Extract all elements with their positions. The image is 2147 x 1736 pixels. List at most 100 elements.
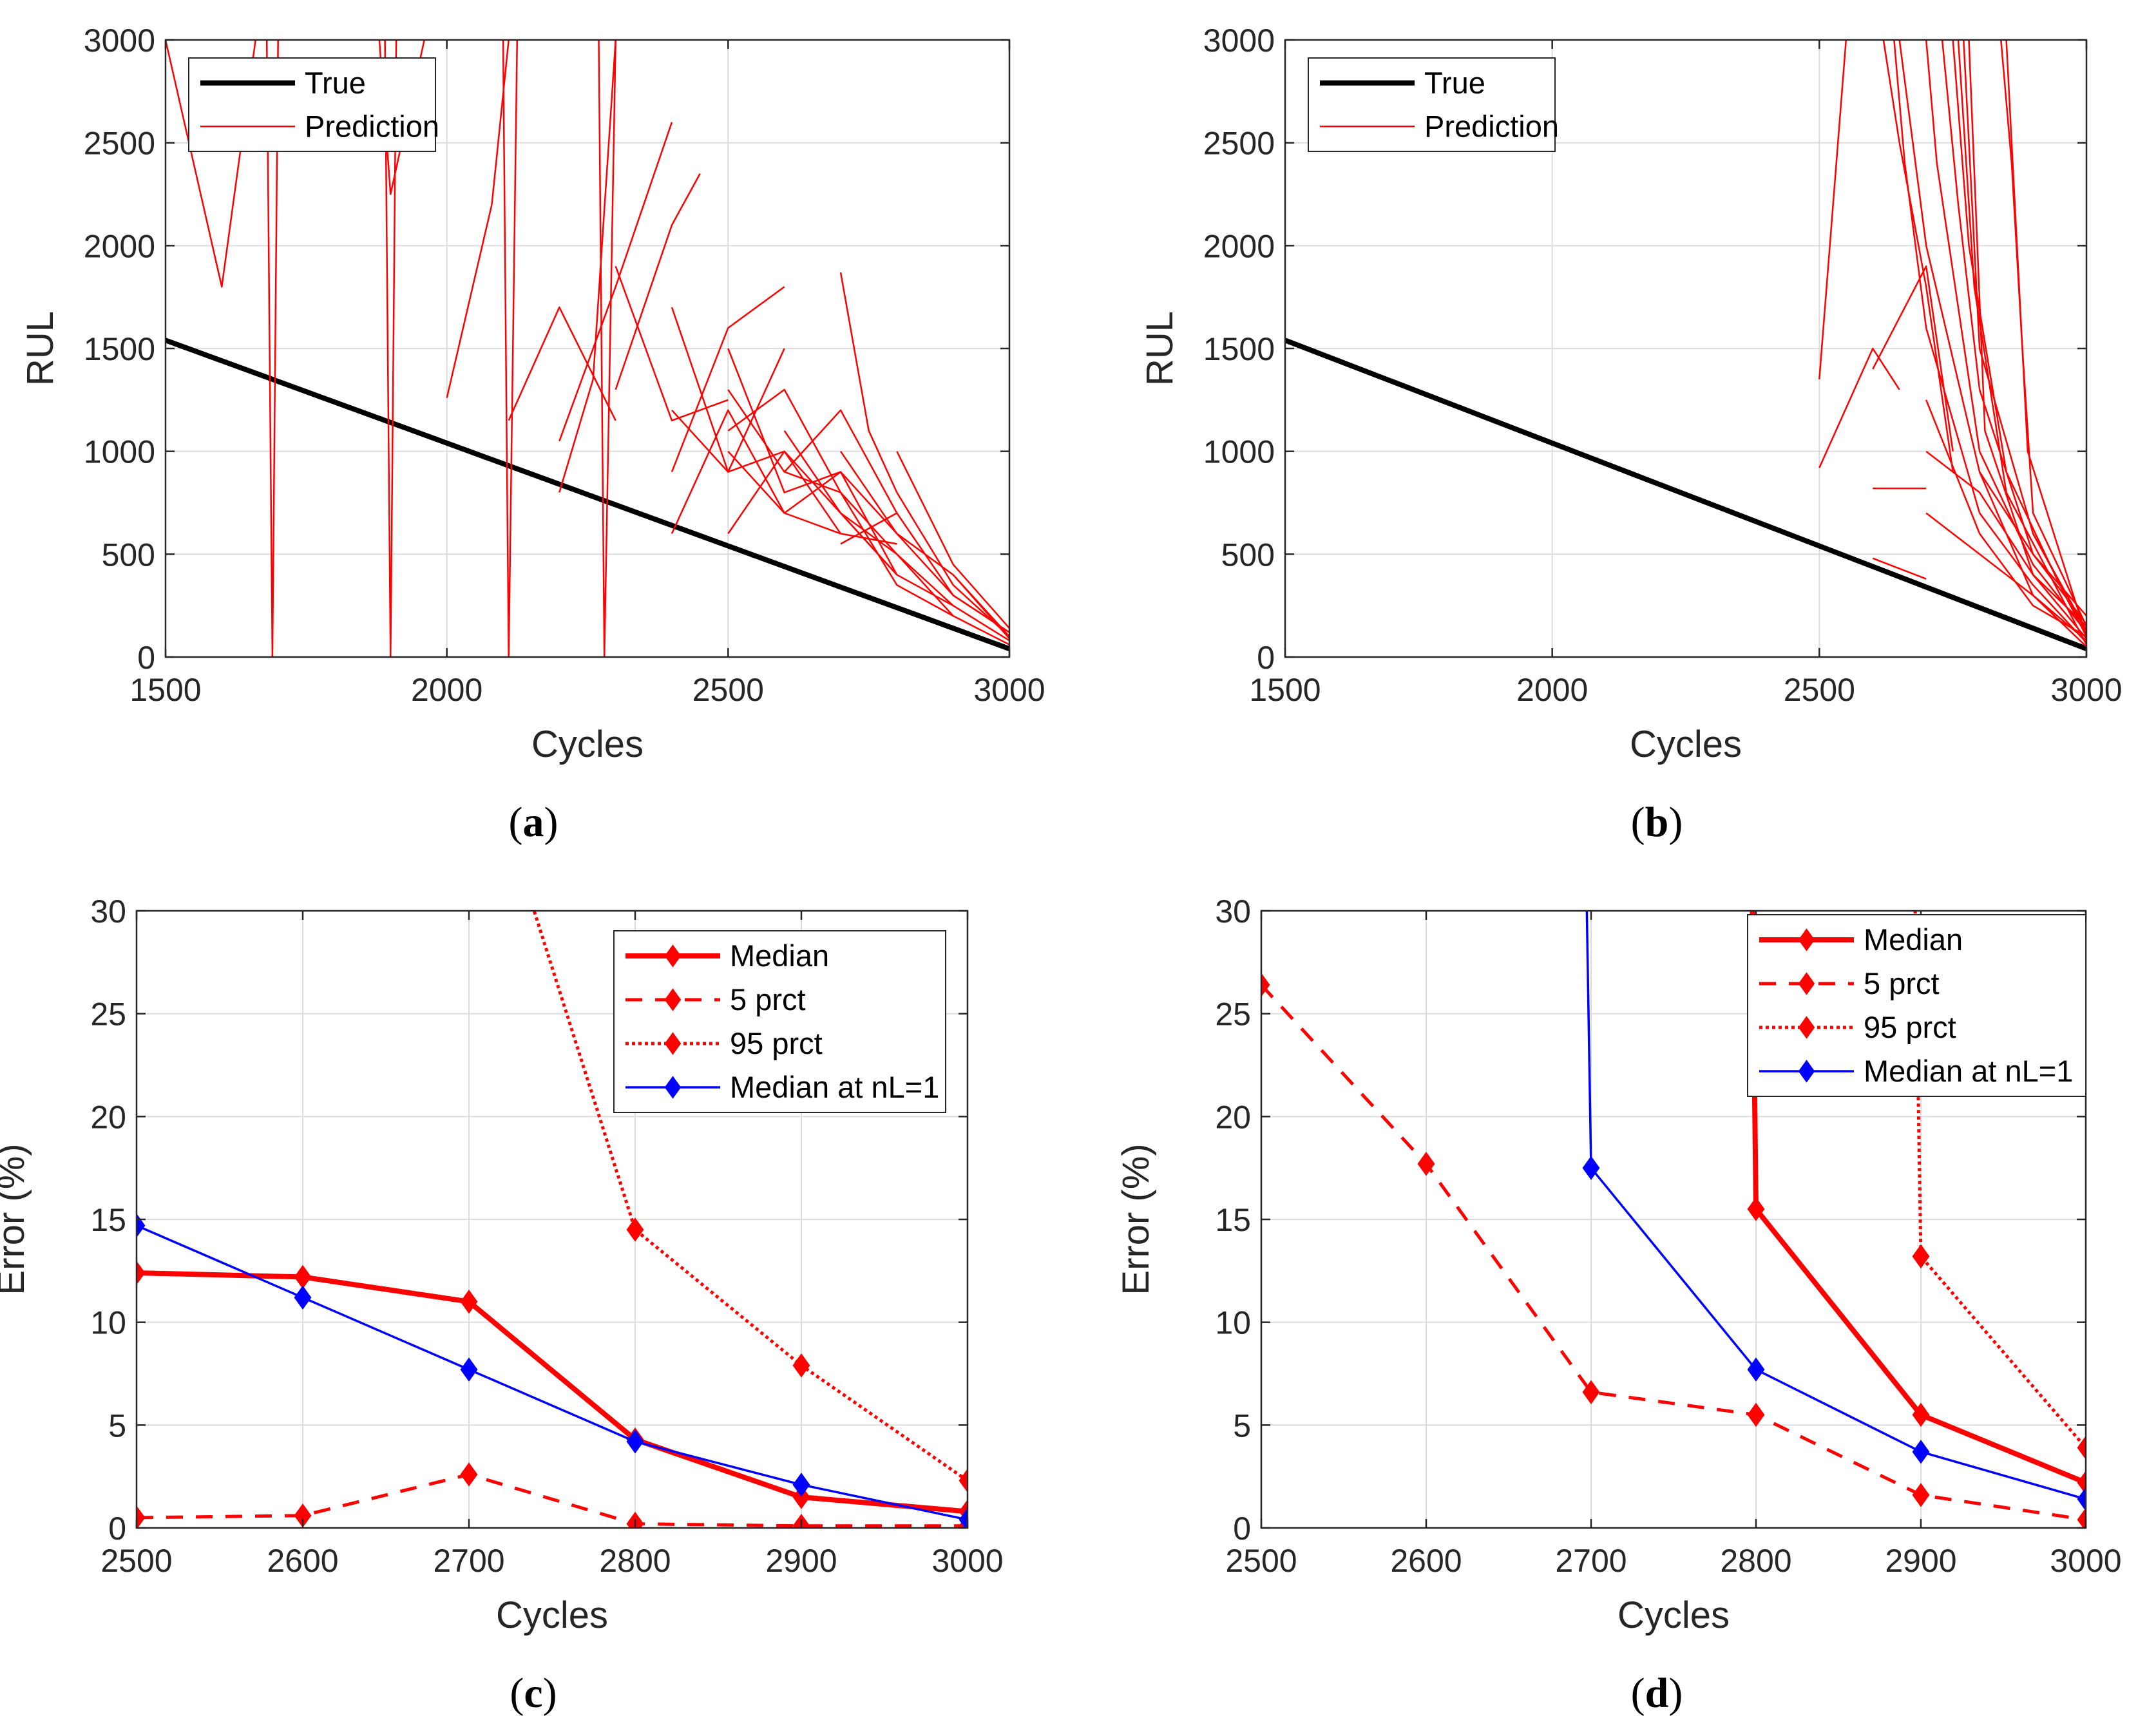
x-tick-label: 3000 xyxy=(2050,672,2122,708)
median-at-nl-1-point xyxy=(1582,1156,1600,1180)
prediction-series-line-5 xyxy=(1893,40,1981,513)
95-prct-point xyxy=(959,1468,968,1493)
legend-marker xyxy=(664,1032,682,1055)
y-tick-label: 1000 xyxy=(1203,434,1275,470)
caption-a-letter: a xyxy=(523,799,544,846)
median-at-nl-1-point xyxy=(626,1429,644,1454)
legend-label: True xyxy=(1424,66,1485,100)
y-tick-label: 20 xyxy=(1215,1099,1251,1135)
y-tick-label: 0 xyxy=(1233,1511,1251,1547)
ticks: 1500 2000 2500 3000 0 500 1000 1500 2000 2500 3000 xyxy=(1203,23,2123,708)
median-point xyxy=(2077,1471,2086,1495)
legend-marker xyxy=(1798,1016,1815,1039)
legend-label: Median at nL=1 xyxy=(1864,1054,2073,1088)
x-tick-label: 2900 xyxy=(1885,1543,1956,1579)
legend-box xyxy=(1308,57,1556,152)
y-tick-label: 25 xyxy=(1215,997,1251,1033)
x-tick-label: 2500 xyxy=(100,1543,172,1579)
svg-text:(c): (c) xyxy=(510,1670,557,1717)
median-series-line xyxy=(137,1270,968,1514)
prediction-series-line-9 xyxy=(615,173,701,390)
y-tick-label: 30 xyxy=(90,893,126,930)
y-tick-label: 2500 xyxy=(84,126,155,162)
x-tick-label: 2700 xyxy=(433,1543,504,1579)
prediction-series-line-28 xyxy=(896,553,1009,645)
legend-label: Median xyxy=(1864,922,1963,957)
median-point xyxy=(137,1261,146,1285)
caption-c: (c) xyxy=(510,1670,557,1717)
x-axis-label: Cycles xyxy=(1617,1594,1730,1636)
prediction-series-line-1 xyxy=(1818,347,1900,468)
x-tick-label: 2900 xyxy=(765,1543,837,1579)
prediction-series-line-10 xyxy=(1925,40,2086,633)
y-tick-label: 25 xyxy=(90,997,126,1033)
plot-area xyxy=(1261,911,2086,1528)
prediction-series-line-8 xyxy=(1925,450,2086,627)
legend: Median 5 prct 95 prct Median at nL=1 xyxy=(1747,914,2086,1097)
x-tick-label: 2500 xyxy=(1225,1543,1297,1579)
y-tick-label: 20 xyxy=(90,1099,126,1135)
prediction-series-line-9 xyxy=(1925,512,2086,642)
x-tick-label: 2800 xyxy=(599,1543,671,1579)
5-prct-series-line xyxy=(1261,984,2086,1521)
legend: Median 5 prct 95 prct Median at nL=1 xyxy=(613,930,946,1113)
5-prct-point xyxy=(1912,1483,1930,1507)
true-series-line xyxy=(166,338,1009,651)
5-prct-point xyxy=(1747,1402,1765,1427)
y-axis-label: RUL xyxy=(19,311,61,386)
caption-d-letter: d xyxy=(1645,1670,1669,1717)
prediction-series-line-11 xyxy=(615,265,729,422)
y-tick-label: 15 xyxy=(90,1202,126,1238)
legend-label: Median at nL=1 xyxy=(730,1070,939,1104)
ticks: 2500 2600 2700 2800 2900 3000 0 5 10 15 20 25 30 xyxy=(90,893,1003,1579)
ticks: 2500 2600 2700 2800 2900 3000 0 5 10 15 20 25 30 xyxy=(1215,893,2121,1579)
y-axis-label: Error (%) xyxy=(0,1143,32,1295)
panel-c: 2500 2600 2700 2800 2900 3000 0 5 10 15 20 25 30 Cycl… xyxy=(0,893,1004,1636)
x-axis-label: Cycles xyxy=(496,1594,608,1636)
panel-d: 2500 2600 2700 2800 2900 3000 0 5 10 15 20 25 30 Cycl… xyxy=(1115,893,2122,1636)
y-tick-label: 5 xyxy=(1233,1407,1251,1444)
5-prct-point xyxy=(1417,1152,1435,1176)
prediction-series-line-7 xyxy=(558,40,616,493)
prediction-series-line-20 xyxy=(2032,533,2086,633)
95-prct-series-line xyxy=(532,911,968,1482)
y-tick-label: 3000 xyxy=(84,23,155,59)
y-tick-label: 3000 xyxy=(1203,23,1275,59)
legend-label: 95 prct xyxy=(730,1026,823,1060)
median-point xyxy=(1747,1197,1765,1221)
median-series-line xyxy=(1750,911,2086,1485)
x-tick-label: 3000 xyxy=(2050,1543,2121,1579)
y-tick-label: 0 xyxy=(137,640,155,676)
x-tick-label: 2700 xyxy=(1555,1543,1627,1579)
prediction-series-line-22 xyxy=(1872,265,1954,452)
x-tick-label: 2000 xyxy=(1516,672,1588,708)
panel-b: 1500 2000 2500 3000 0 500 1000 1500 2000 2500 3000… xyxy=(1139,23,2123,765)
prediction-series-line-31 xyxy=(953,595,1009,633)
95-prct-point xyxy=(1912,1244,1930,1269)
legend-marker xyxy=(1798,972,1815,995)
prediction-series-line-21 xyxy=(2032,595,2086,647)
median-at-nl-1-point xyxy=(959,1507,968,1528)
svg-text:(d): (d) xyxy=(1631,1670,1683,1717)
legend-label: Prediction xyxy=(305,109,439,143)
median-at-nl-1-point xyxy=(460,1357,478,1382)
5-prct-point xyxy=(2077,1507,2086,1528)
true-series-line xyxy=(1285,338,2086,651)
x-tick-label: 1500 xyxy=(1249,672,1321,708)
y-tick-label: 2000 xyxy=(84,228,155,264)
median-at-nl-1-point xyxy=(1912,1440,1930,1464)
median-at-nl-1-point xyxy=(792,1473,810,1497)
svg-text:(b): (b) xyxy=(1631,799,1683,846)
x-tick-label: 2000 xyxy=(411,672,482,708)
prediction-series-line-12 xyxy=(671,286,785,473)
caption-a: (a) xyxy=(509,799,558,846)
y-tick-label: 2000 xyxy=(1203,228,1275,264)
prediction-series-line-29 xyxy=(896,451,1009,629)
prediction-series-line-15 xyxy=(1968,40,2086,640)
95-prct-point xyxy=(792,1353,810,1378)
prediction-series-line-23 xyxy=(783,471,954,596)
plot-area xyxy=(137,911,968,1528)
prediction-series-line-10 xyxy=(558,122,673,442)
prediction-series-line-22 xyxy=(784,471,954,617)
median-at-nl-1-point xyxy=(1747,1357,1765,1382)
